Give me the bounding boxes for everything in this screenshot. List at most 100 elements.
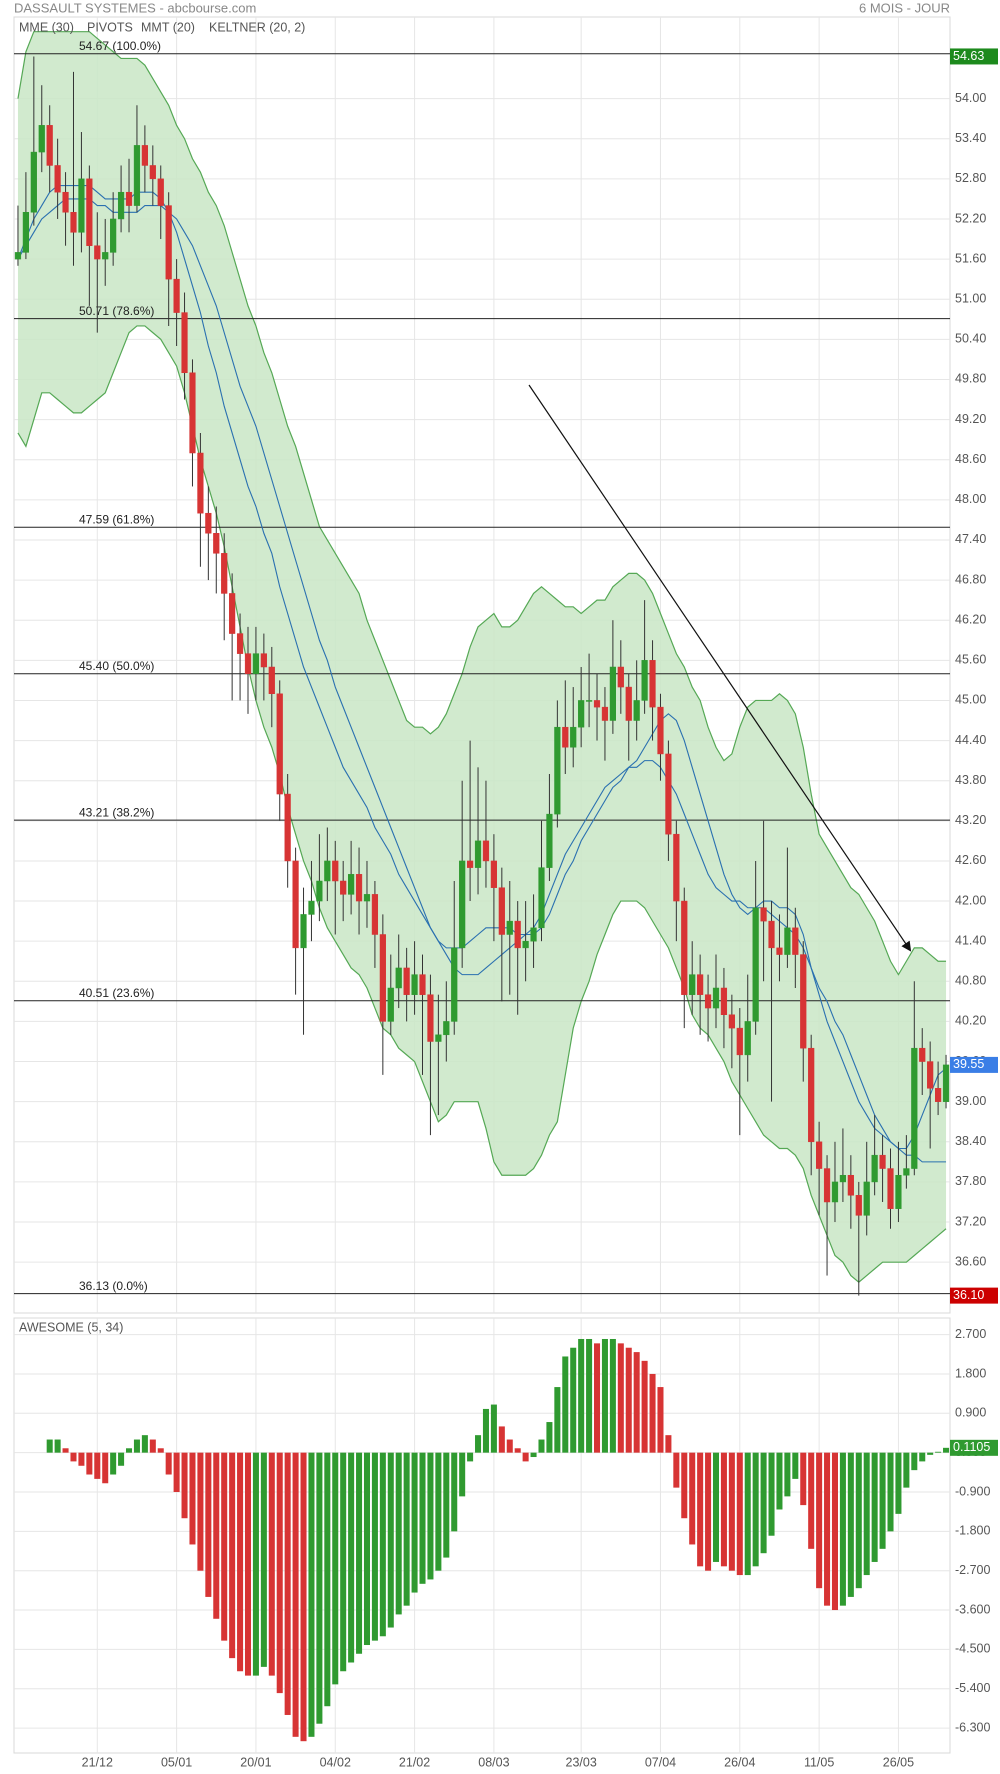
candle-body (879, 1154, 886, 1169)
oscillator-bar (617, 1343, 624, 1453)
candle-body (514, 920, 521, 949)
oscillator-bar (244, 1452, 252, 1676)
candle-body (14, 252, 22, 260)
y-tick-label: 42.60 (955, 853, 986, 867)
oscillator-bar (752, 1452, 759, 1567)
candle-body (165, 205, 172, 280)
moving-average (17, 184, 947, 1150)
oscillator-bar (871, 1452, 878, 1562)
oscillator-bar (443, 1452, 450, 1558)
pivot-label: 50.71 (78.6%) (79, 304, 154, 318)
pivot-label: 43.21 (38.2%) (79, 805, 154, 819)
y2-tick-label: -1.800 (955, 1524, 990, 1538)
candle-body (776, 947, 783, 955)
y-tick-label: 37.20 (955, 1214, 986, 1228)
candle-body (760, 907, 767, 922)
candle-body (133, 145, 141, 206)
y-tick-label: 40.80 (955, 974, 986, 988)
oscillator-bar (213, 1452, 220, 1619)
candle-body (419, 974, 426, 995)
price-badge (950, 1287, 998, 1304)
candle-body (554, 726, 561, 815)
oscillator-bar (665, 1435, 672, 1453)
moving-averages (17, 184, 947, 1163)
oscillator-bar (126, 1448, 133, 1453)
oscillator-bar (157, 1448, 164, 1453)
y-tick-label: 41.40 (955, 933, 986, 947)
x-tick-label: 26/04 (724, 1755, 755, 1769)
oscillator-bar (340, 1452, 347, 1672)
candle-body (498, 887, 505, 935)
y2-tick-label: 1.800 (955, 1366, 986, 1380)
oscillator-bar (490, 1404, 497, 1453)
oscillator-bar (768, 1452, 775, 1536)
y2-tick-label: -3.600 (955, 1602, 990, 1616)
oscillator-bar (546, 1422, 553, 1453)
candle-body (102, 252, 109, 260)
y2-tick-label: -5.400 (955, 1681, 990, 1695)
y-tick-label: 46.80 (955, 572, 986, 586)
y-tick-label: 52.20 (955, 211, 986, 225)
y-tick-label: 53.40 (955, 131, 986, 145)
candle-body (808, 1047, 815, 1143)
oscillator-bar (435, 1452, 442, 1571)
candle-body (831, 1181, 839, 1203)
y-tick-label: 51.60 (955, 251, 986, 265)
oscillator-bar (609, 1338, 616, 1453)
oscillator-bar (332, 1452, 339, 1685)
candle-body (395, 967, 402, 989)
oscillator-bar (562, 1356, 569, 1453)
grid (14, 17, 950, 1753)
candle-body (38, 125, 45, 153)
candle-body (649, 660, 656, 708)
oscillator-bar (697, 1452, 704, 1567)
y-tick-label: 37.80 (955, 1174, 986, 1188)
oscillator-bar (712, 1452, 720, 1562)
y-tick-label: 39.00 (955, 1094, 986, 1108)
candle-body (181, 312, 188, 374)
oscillator-bar (681, 1452, 688, 1519)
candle-body (673, 833, 680, 902)
oscillator-bar (935, 1451, 942, 1453)
oscillator-bar (847, 1452, 854, 1597)
pivot-levels: 54.67 (100.0%) 50.71 (78.6%) 47.59 (61.8%)… (14, 39, 950, 1295)
x-tick-label: 05/01 (161, 1755, 192, 1769)
candle-body (466, 860, 474, 868)
oscillator-panel (13, 1317, 951, 1754)
candle-body (348, 874, 355, 895)
oscillator-bar (760, 1452, 767, 1554)
candle-body (474, 840, 482, 868)
y-tick-label: 54.00 (955, 91, 986, 105)
candle-body (736, 1027, 743, 1056)
candle-body (562, 726, 569, 748)
x-tick-label: 20/01 (240, 1755, 271, 1769)
y-tick-label: 36.60 (955, 1254, 986, 1268)
candle-body (30, 151, 37, 213)
x-tick-label: 21/12 (82, 1755, 113, 1769)
oscillator-bar (784, 1452, 791, 1497)
candle-body (189, 372, 196, 454)
candle-body (887, 1168, 894, 1209)
oscillator-bar (633, 1352, 640, 1453)
pivot-label: 54.67 (100.0%) (79, 39, 161, 53)
candle-body (363, 894, 371, 902)
oscillator-bar (927, 1452, 934, 1455)
candle-body (173, 278, 180, 313)
oscillator-bar (316, 1452, 323, 1724)
candle-body (355, 874, 363, 902)
x-tick-label: 23/03 (566, 1755, 597, 1769)
oscillator-bar (554, 1387, 561, 1453)
y2-tick-label: -6.300 (955, 1720, 990, 1734)
candle-body (332, 860, 339, 882)
oscillator-bar (839, 1452, 846, 1606)
labels: 54.00 53.40 52.80 52.20 51.60 51.00 50.40 49.80… (82, 48, 998, 1769)
oscillator-bar (181, 1452, 188, 1519)
y-tick-label: 48.00 (955, 492, 986, 506)
oscillator-bar (506, 1439, 513, 1453)
candle-body (657, 706, 664, 755)
candle-body (816, 1141, 823, 1169)
price-badge-label: 54.63 (953, 49, 984, 63)
oscillator-bar (459, 1452, 466, 1497)
candle-body (94, 245, 101, 260)
candle-body (697, 974, 704, 995)
